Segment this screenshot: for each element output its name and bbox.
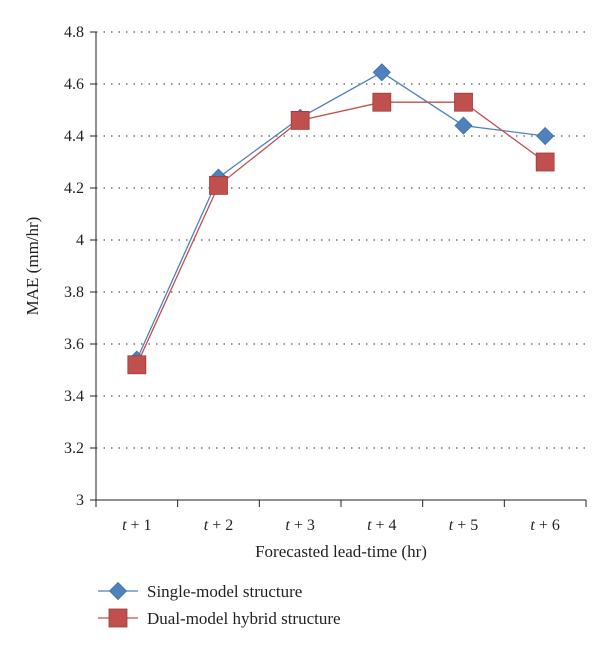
legend-marker: [108, 608, 128, 628]
x-tick-var: t: [367, 517, 372, 534]
y-tick-label: 3.4: [64, 388, 84, 405]
data-point: [535, 152, 555, 172]
x-tick-label: t + 1: [122, 517, 151, 534]
legend-label: Single-model structure: [147, 582, 302, 601]
series-line: [136, 101, 546, 366]
x-tick-suffix: + 3: [290, 517, 315, 534]
y-tick-label: 3.2: [64, 440, 84, 457]
y-axis-title: MAE (mm/hr): [23, 217, 42, 316]
series-line: [136, 71, 546, 360]
x-tick-label: t + 3: [285, 517, 314, 534]
data-point: [209, 175, 228, 195]
y-tick-label: 3: [76, 492, 84, 509]
legend: Single-model structure Dual-model hybrid …: [98, 581, 341, 628]
data-point: [372, 92, 392, 112]
x-tick-var: t: [530, 517, 535, 534]
x-tick-var: t: [449, 517, 454, 534]
x-tick-label: t + 6: [530, 517, 559, 534]
x-tick-var: t: [285, 517, 290, 534]
y-axis-ticks: 3 3.2 3.4 3.6 3.8 4 4.2 4.4 4.6 4.8: [64, 24, 96, 509]
x-tick-label: t + 2: [204, 517, 233, 534]
y-tick-label: 4.8: [64, 24, 84, 41]
x-tick-label: t + 5: [449, 517, 478, 534]
x-tick-var: t: [122, 517, 127, 534]
data-point: [454, 92, 473, 112]
legend-label: Dual-model hybrid structure: [147, 609, 341, 628]
y-tick-label: 4.6: [64, 76, 84, 93]
y-tick-label: 4.2: [64, 180, 84, 197]
data-point: [372, 63, 391, 82]
x-tick-suffix: + 6: [535, 517, 560, 534]
x-tick-suffix: + 4: [372, 517, 397, 534]
y-tick-label: 3.8: [64, 284, 84, 301]
x-axis-title: Forecasted lead-time (hr): [255, 542, 427, 561]
data-point: [290, 111, 310, 130]
y-tick-label: 4: [76, 232, 84, 249]
x-tick-var: t: [204, 517, 209, 534]
x-tick-suffix: + 1: [127, 517, 152, 534]
series-layer: [127, 63, 555, 375]
legend-entry: Dual-model hybrid structure: [98, 608, 341, 628]
x-tick-suffix: + 2: [208, 517, 233, 534]
series-1: [127, 63, 555, 369]
y-tick-label: 3.6: [64, 336, 84, 353]
legend-marker: [108, 581, 128, 601]
data-point: [536, 126, 555, 146]
legend-entry: Single-model structure: [98, 581, 302, 601]
x-tick-suffix: + 5: [453, 517, 478, 534]
data-point: [127, 355, 147, 375]
y-tick-label: 4.4: [64, 128, 84, 145]
series-2: [127, 92, 555, 375]
x-tick-label: t + 4: [367, 517, 396, 534]
data-point: [454, 116, 473, 135]
